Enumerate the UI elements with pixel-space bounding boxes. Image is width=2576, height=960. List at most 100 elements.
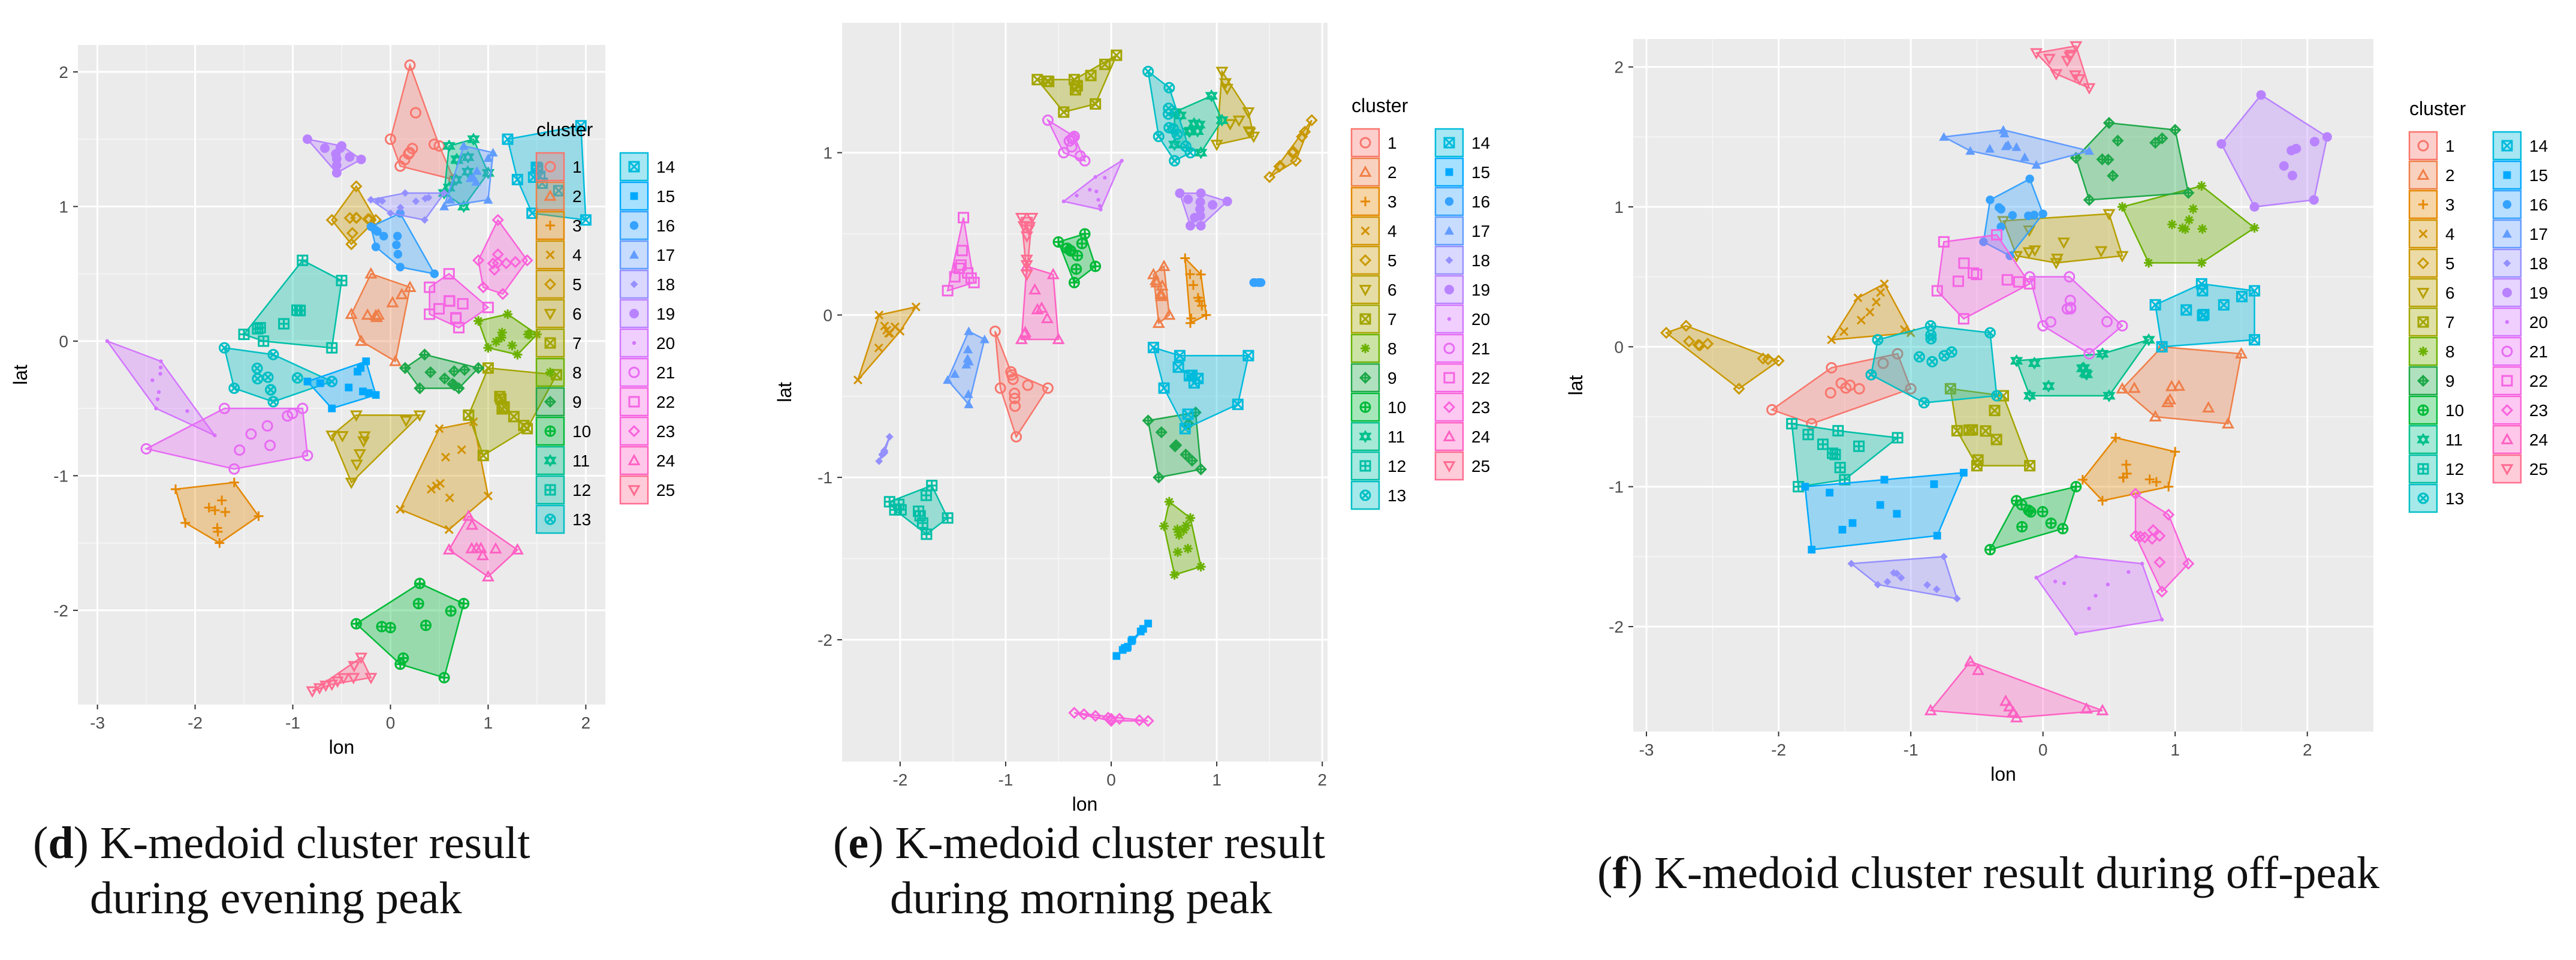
legend-key-13: 13 (535, 504, 591, 534)
legend-key-24: 24 (1434, 422, 1490, 452)
caption-d: (d) K-medoid cluster result during eveni… (33, 818, 530, 923)
legend-key-11: 11 (1350, 422, 1405, 452)
legend-label: 4 (1387, 222, 1397, 240)
legend-label: 25 (656, 481, 675, 499)
legend-key-16: 16 (1434, 186, 1490, 216)
legend-key-9: 9 (2408, 366, 2455, 396)
legend-label: 9 (1387, 369, 1397, 387)
legend-label: 1 (1387, 134, 1397, 152)
x-tick-label: 2 (2303, 741, 2312, 759)
cluster-20 (1061, 158, 1124, 212)
cluster-hull-20 (2035, 556, 2163, 635)
legend-label: 19 (1471, 281, 1490, 299)
legend-key-12: 12 (2408, 454, 2464, 484)
legend-label: 20 (2529, 313, 2548, 332)
legend-key-3: 3 (2408, 189, 2455, 219)
legend-label: 21 (1471, 339, 1490, 358)
legend-key-11: 11 (2408, 425, 2463, 455)
legend-key-25: 25 (2492, 454, 2548, 484)
legend-key-15: 15 (2492, 160, 2548, 190)
cluster-hull-3 (174, 481, 260, 544)
cluster-23 (1068, 706, 1154, 727)
legend-key-17: 17 (619, 240, 675, 270)
legend-key-12: 12 (1350, 451, 1406, 481)
legend-key-15: 15 (1434, 157, 1490, 187)
cluster-15 (1801, 468, 1968, 554)
legend-label: 1 (572, 158, 582, 176)
legend-key-4: 4 (1350, 216, 1397, 246)
cluster-hull-14 (506, 125, 587, 221)
legend-title: cluster (1352, 95, 1408, 116)
cluster-hull-3 (2082, 437, 2176, 502)
x-tick-label: 1 (484, 714, 493, 732)
y-tick-label: 0 (59, 332, 68, 351)
legend-key-10: 10 (1350, 392, 1406, 422)
legend-key-14: 14 (2492, 131, 2548, 161)
y-axis-label: lat (1565, 375, 1586, 395)
cluster-hull-21 (2028, 276, 2123, 355)
y-axis-label: lat (10, 365, 31, 385)
cluster-16 (366, 209, 439, 278)
y-tick-label: 2 (59, 63, 68, 82)
legend-label: 9 (2445, 372, 2455, 390)
legend-key-8: 8 (535, 357, 582, 387)
y-tick-label: -2 (818, 631, 832, 649)
cluster-12 (883, 480, 954, 540)
cluster-14 (2149, 278, 2261, 353)
cluster-hull-1 (994, 331, 1049, 439)
legend-key-1: 1 (1350, 128, 1397, 158)
cluster-21 (140, 402, 313, 475)
legend-key-22: 22 (1434, 363, 1490, 393)
y-tick-label: 2 (1614, 58, 1624, 77)
legend-label: 19 (656, 305, 675, 323)
cluster-hull-24 (1021, 265, 1060, 341)
legend-label: 16 (656, 216, 675, 235)
legend-key-22: 22 (2492, 366, 2548, 396)
legend-key-12: 12 (535, 475, 591, 505)
cluster-22 (942, 212, 980, 297)
legend-label: 10 (2445, 401, 2464, 420)
legend-key-7: 7 (2408, 307, 2455, 337)
legend-key-7: 7 (1350, 304, 1397, 334)
legend-label: 20 (1471, 310, 1490, 329)
y-tick-label: 1 (59, 197, 68, 216)
caption-f: (f) K-medoid cluster result during off-p… (1597, 848, 2379, 898)
x-tick-label: 2 (581, 714, 591, 732)
legend-label: 19 (2529, 284, 2548, 302)
legend-key-14: 14 (1434, 128, 1490, 158)
plot-background (842, 23, 1328, 762)
chart-panel-1: -3 -2 -1 0 1 2-2-1012lonlatcluster12345678910… (10, 45, 675, 758)
legend-key-15: 15 (619, 181, 675, 211)
legend-label: 6 (2445, 284, 2455, 302)
cluster-19 (2216, 90, 2332, 212)
legend-key-9: 9 (1350, 363, 1397, 393)
cluster-25 (1015, 213, 1039, 281)
cluster-2 (1147, 260, 1176, 328)
legend-label: 5 (1387, 251, 1397, 270)
legend-key-1: 1 (535, 152, 582, 182)
cluster-21 (2024, 271, 2128, 360)
legend-label: 18 (2529, 254, 2548, 273)
cluster-5 (1263, 114, 1318, 183)
y-tick-label: 1 (823, 144, 832, 162)
legend-key-18: 18 (619, 269, 675, 299)
legend-label: 3 (1387, 192, 1397, 211)
legend-label: 6 (1387, 281, 1397, 299)
x-tick-label: 2 (1317, 771, 1327, 789)
legend-label: 18 (1471, 251, 1490, 270)
legend-key-20: 20 (1434, 304, 1490, 334)
cluster-1 (989, 325, 1054, 443)
legend-title: cluster (2409, 98, 2466, 119)
cluster-5 (1660, 320, 1785, 395)
legend-label: 16 (1471, 192, 1490, 211)
legend-key-18: 18 (2492, 248, 2548, 278)
legend-label: 21 (656, 363, 675, 382)
legend-key-8: 8 (2408, 336, 2455, 366)
cluster-2 (2116, 340, 2248, 429)
y-tick-label: 0 (823, 306, 832, 324)
legend-label: 8 (1387, 339, 1397, 358)
cluster-1 (384, 59, 460, 185)
legend-key-13: 13 (2408, 483, 2464, 513)
x-tick-label: 0 (386, 714, 396, 732)
